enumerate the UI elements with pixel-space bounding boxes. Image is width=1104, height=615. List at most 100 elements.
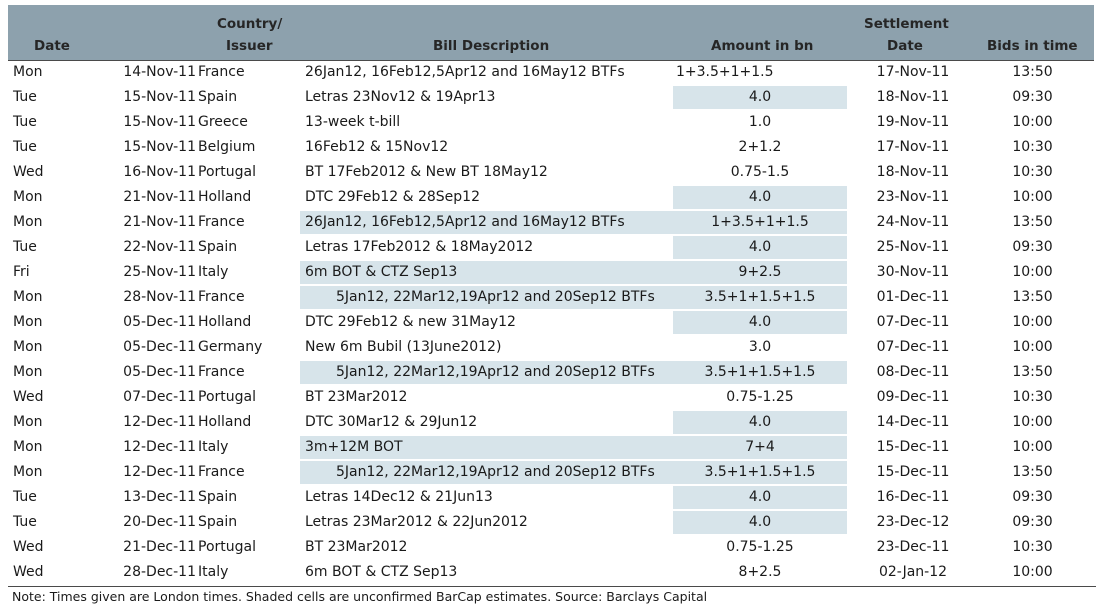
table-row: Tue 15-Nov-11 Greece 13-week t-bill 1.0 19-No…: [0, 110, 1104, 135]
cell-bill-description: DTC 29Feb12 & 28Sep12: [305, 189, 480, 205]
cell-country: Italy: [198, 564, 229, 580]
cell-settlement-date: 19-Nov-11: [876, 114, 950, 130]
cell-amount: 4.0: [748, 89, 772, 105]
cell-auction-date: 25-Nov-11: [123, 264, 196, 280]
cell-day: Tue: [13, 514, 37, 530]
cell-settlement-date: 30-Nov-11: [876, 264, 950, 280]
cell-bids-time: 10:00: [1012, 414, 1053, 430]
cell-bill-description: 5Jan12, 22Mar12,19Apr12 and 20Sep12 BTFs: [336, 364, 655, 380]
cell-amount: 4.0: [748, 314, 772, 330]
cell-settlement-date: 15-Dec-11: [876, 464, 950, 480]
cell-settlement-date: 01-Dec-11: [876, 289, 950, 305]
cell-country: Spain: [198, 514, 238, 530]
table-row: Wed 21-Dec-11 Portugal BT 23Mar2012 0.75-1.2…: [0, 535, 1104, 560]
cell-day: Wed: [13, 164, 44, 180]
cell-bill-description: DTC 29Feb12 & new 31May12: [305, 314, 516, 330]
cell-amount: 1+3.5+1+1.5: [711, 214, 809, 230]
cell-amount: 0.75-1.25: [726, 389, 794, 405]
cell-country: Germany: [198, 339, 263, 355]
cell-day: Mon: [13, 289, 43, 305]
estimate-shade-amount: [673, 236, 847, 259]
cell-day: Tue: [13, 239, 37, 255]
cell-amount: 4.0: [748, 414, 772, 430]
cell-country: Holland: [198, 189, 252, 205]
cell-day: Tue: [13, 89, 37, 105]
header-date: Date: [34, 38, 70, 54]
cell-settlement-date: 23-Nov-11: [876, 189, 950, 205]
cell-bill-description: Letras 23Nov12 & 19Apr13: [305, 89, 496, 105]
table-row: Wed 16-Nov-11 Portugal BT 17Feb2012 & New B…: [0, 160, 1104, 185]
estimate-shade-amount: [673, 261, 847, 284]
cell-auction-date: 15-Nov-11: [123, 139, 196, 155]
estimate-shade-amount: [673, 186, 847, 209]
table-row: Mon 14-Nov-11 France 26Jan12, 16Feb12,5Apr1…: [0, 60, 1104, 85]
cell-settlement-date: 24-Nov-11: [876, 214, 950, 230]
cell-amount: 2+1.2: [738, 139, 782, 155]
cell-auction-date: 14-Nov-11: [123, 64, 196, 80]
cell-country: France: [198, 64, 245, 80]
table-row: Mon 05-Dec-11 Holland DTC 29Feb12 & new 31M…: [0, 310, 1104, 335]
cell-amount: 3.5+1+1.5+1.5: [704, 289, 816, 305]
cell-day: Tue: [13, 114, 37, 130]
cell-auction-date: 15-Nov-11: [123, 89, 196, 105]
cell-bill-description: Letras 17Feb2012 & 18May2012: [305, 239, 534, 255]
cell-amount: 1.0: [748, 114, 772, 130]
table-row: Tue 15-Nov-11 Belgium 16Feb12 & 15Nov12 2+1.…: [0, 135, 1104, 160]
table-row: Mon 12-Dec-11 Holland DTC 30Mar12 & 29Jun12…: [0, 410, 1104, 435]
cell-country: Spain: [198, 89, 238, 105]
cell-day: Mon: [13, 414, 43, 430]
table-row: Tue 20-Dec-11 Spain Letras 23Mar2012 & 22Ju…: [0, 510, 1104, 535]
table-header: Date Country/ Issuer Bill Description Am…: [8, 5, 1094, 61]
cell-auction-date: 21-Dec-11: [123, 539, 196, 555]
cell-bids-time: 10:00: [1012, 114, 1053, 130]
cell-bill-description: 13-week t-bill: [305, 114, 401, 130]
cell-settlement-date: 07-Dec-11: [876, 314, 950, 330]
cell-bill-description: New 6m Bubil (13June2012): [305, 339, 502, 355]
table-row: Mon 05-Dec-11 Germany New 6m Bubil (13June2…: [0, 335, 1104, 360]
table-row: Mon 28-Nov-11 France 5Jan12, 22Mar12,19Apr1…: [0, 285, 1104, 310]
estimate-shade-amount: [673, 486, 847, 509]
cell-bill-description: BT 23Mar2012: [305, 389, 408, 405]
table-row: Mon 21-Nov-11 Holland DTC 29Feb12 & 28Sep12…: [0, 185, 1104, 210]
cell-amount: 0.75-1.25: [726, 539, 794, 555]
cell-bids-time: 10:30: [1012, 164, 1053, 180]
cell-auction-date: 21-Nov-11: [123, 189, 196, 205]
cell-amount: 4.0: [748, 514, 772, 530]
cell-auction-date: 05-Dec-11: [123, 314, 196, 330]
header-settlement-line2: Date: [887, 38, 923, 54]
cell-bids-time: 10:00: [1012, 564, 1053, 580]
cell-auction-date: 12-Dec-11: [123, 414, 196, 430]
estimate-shade-amount: [673, 461, 847, 484]
estimate-shade-amount: [673, 211, 847, 234]
estimate-shade-description: [300, 436, 673, 459]
cell-settlement-date: 09-Dec-11: [876, 389, 950, 405]
cell-day: Tue: [13, 139, 37, 155]
cell-settlement-date: 15-Dec-11: [876, 439, 950, 455]
cell-settlement-date: 16-Dec-11: [876, 489, 950, 505]
cell-auction-date: 28-Dec-11: [123, 564, 196, 580]
cell-country: France: [198, 289, 245, 305]
cell-bids-time: 09:30: [1012, 514, 1053, 530]
estimate-shade-amount: [673, 86, 847, 109]
estimate-shade-description: [300, 286, 673, 309]
table-row: Mon 21-Nov-11 France 26Jan12, 16Feb12,5Apr1…: [0, 210, 1104, 235]
cell-day: Mon: [13, 464, 43, 480]
cell-amount: 9+2.5: [738, 264, 782, 280]
cell-amount: 4.0: [748, 239, 772, 255]
cell-auction-date: 16-Nov-11: [123, 164, 196, 180]
cell-settlement-date: 18-Nov-11: [876, 89, 950, 105]
header-amount: Amount in bn: [711, 38, 814, 54]
cell-settlement-date: 08-Dec-11: [876, 364, 950, 380]
cell-bill-description: 6m BOT & CTZ Sep13: [305, 264, 458, 280]
cell-bids-time: 10:30: [1012, 389, 1053, 405]
cell-bids-time: 13:50: [1012, 289, 1053, 305]
cell-bids-time: 10:00: [1012, 314, 1053, 330]
cell-amount: 1+3.5+1+1.5: [676, 64, 774, 80]
table-row: Tue 22-Nov-11 Spain Letras 17Feb2012 & 18Ma…: [0, 235, 1104, 260]
cell-day: Mon: [13, 339, 43, 355]
cell-auction-date: 12-Dec-11: [123, 464, 196, 480]
cell-bill-description: Letras 23Mar2012 & 22Jun2012: [305, 514, 528, 530]
cell-settlement-date: 25-Nov-11: [876, 239, 950, 255]
footnote: Note: Times given are London times. Shad…: [8, 586, 1096, 607]
cell-bids-time: 09:30: [1012, 89, 1053, 105]
